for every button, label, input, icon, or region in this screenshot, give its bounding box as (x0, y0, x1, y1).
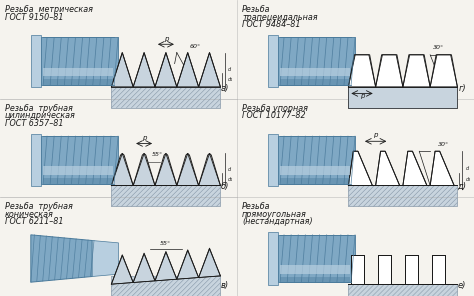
Bar (405, 255, 418, 284)
Bar (278, 235, 356, 282)
Polygon shape (92, 241, 118, 276)
Polygon shape (430, 151, 454, 186)
Polygon shape (155, 53, 177, 87)
Polygon shape (430, 55, 457, 87)
Bar (280, 178, 350, 184)
Bar (41, 136, 118, 184)
Bar (278, 38, 356, 85)
Text: ГОСТ 10177–​82: ГОСТ 10177–​82 (242, 111, 306, 120)
Polygon shape (403, 151, 427, 186)
Text: прямоугольная: прямоугольная (242, 210, 307, 219)
Bar (111, 87, 220, 108)
Text: трапецеидальная: трапецеидальная (242, 12, 318, 22)
Polygon shape (199, 53, 220, 87)
Polygon shape (133, 53, 155, 87)
Bar (432, 255, 446, 284)
Text: (нестандартная): (нестандартная) (242, 217, 313, 226)
Text: г): г) (458, 84, 466, 93)
Polygon shape (111, 153, 133, 186)
Text: цилиндрическая: цилиндрическая (5, 111, 76, 120)
Bar (43, 178, 113, 184)
Polygon shape (177, 153, 199, 186)
Bar (268, 134, 278, 186)
Bar (280, 68, 350, 76)
Text: p: p (164, 36, 168, 42)
Bar (280, 265, 350, 274)
Text: б): б) (220, 182, 229, 191)
Bar (280, 276, 350, 282)
Text: ГОСТ 6211–​81: ГОСТ 6211–​81 (5, 217, 64, 226)
Polygon shape (199, 153, 220, 186)
Text: p: p (142, 135, 146, 141)
Text: Резьба  трубная: Резьба трубная (5, 202, 73, 211)
Polygon shape (133, 253, 155, 282)
Text: ГОСТ 6357–​81: ГОСТ 6357–​81 (5, 119, 64, 128)
Bar (31, 134, 41, 186)
Text: Резьба: Резьба (242, 202, 271, 211)
Bar (43, 166, 113, 175)
Text: d₁: d₁ (228, 78, 233, 82)
Text: Резьба  трубная: Резьба трубная (5, 104, 73, 113)
Bar (41, 38, 118, 85)
Bar (43, 79, 113, 85)
Text: 60°: 60° (190, 44, 201, 49)
Bar (348, 186, 457, 207)
Text: Резьба  метрическая: Резьба метрическая (5, 5, 93, 14)
Bar (378, 255, 391, 284)
Polygon shape (155, 153, 177, 186)
Text: 55°: 55° (160, 241, 172, 246)
Text: коническая: коническая (5, 210, 54, 219)
Text: d₁: d₁ (228, 177, 233, 182)
Text: д): д) (457, 182, 466, 191)
Text: в): в) (221, 281, 229, 290)
Text: ГОСТ 9484–​81: ГОСТ 9484–​81 (242, 20, 301, 29)
Text: 30°: 30° (433, 45, 445, 50)
Bar (278, 136, 356, 184)
Text: d: d (228, 167, 230, 172)
Bar (348, 87, 457, 108)
Polygon shape (31, 235, 92, 282)
Polygon shape (177, 53, 199, 87)
Text: Резьба: Резьба (242, 5, 271, 14)
Bar (348, 284, 457, 296)
Bar (348, 87, 457, 108)
Polygon shape (348, 55, 375, 87)
Bar (280, 79, 350, 85)
Bar (31, 35, 41, 87)
Text: е): е) (457, 281, 466, 290)
Text: 30°: 30° (438, 142, 449, 147)
Polygon shape (111, 53, 133, 87)
Text: ГОСТ 9150–​81: ГОСТ 9150–​81 (5, 12, 64, 22)
Polygon shape (403, 55, 430, 87)
Text: 55°: 55° (152, 152, 163, 157)
Text: d: d (465, 166, 468, 171)
Text: Резьба упорная: Резьба упорная (242, 104, 308, 113)
Polygon shape (177, 250, 199, 279)
Polygon shape (155, 251, 177, 281)
Polygon shape (133, 153, 155, 186)
Bar (268, 35, 278, 87)
Text: а): а) (220, 84, 229, 93)
Polygon shape (348, 151, 373, 186)
Bar (111, 186, 220, 207)
Polygon shape (111, 255, 133, 284)
Text: p: p (374, 132, 378, 139)
Bar (268, 232, 278, 284)
Polygon shape (375, 55, 403, 87)
Bar (111, 276, 220, 296)
Polygon shape (375, 151, 400, 186)
Polygon shape (199, 248, 220, 278)
Bar (351, 255, 364, 284)
Text: d: d (228, 67, 230, 72)
Text: d₃: d₃ (465, 177, 471, 182)
Bar (280, 166, 350, 175)
Bar (43, 68, 113, 76)
Text: p: p (360, 93, 364, 99)
